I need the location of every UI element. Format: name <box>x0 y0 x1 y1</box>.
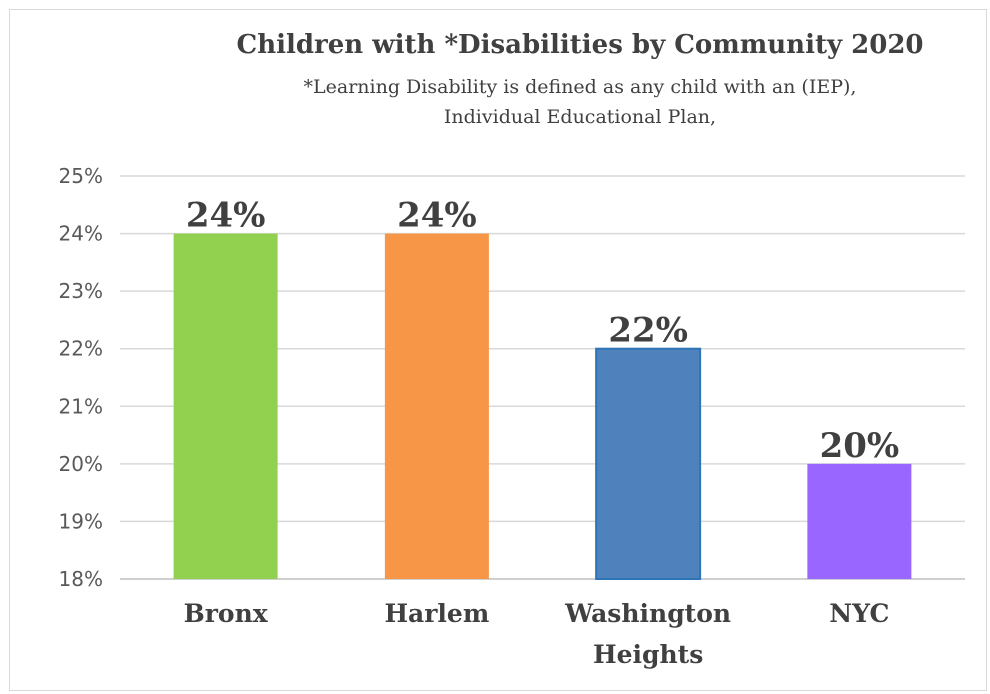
x-category-label: Harlem <box>384 599 489 628</box>
x-category-label: Heights <box>593 640 703 669</box>
y-tick-label: 21% <box>59 394 103 418</box>
chart-title: Children with *Disabilities by Community… <box>236 30 924 60</box>
chart-subtitle: *Learning Disability is defined as any c… <box>190 72 970 132</box>
y-tick-label: 19% <box>59 509 103 533</box>
y-tick-label: 20% <box>59 452 103 476</box>
x-category-label: NYC <box>829 599 889 628</box>
data-label: 24% <box>186 196 266 236</box>
subtitle-line-1: *Learning Disability is defined as any c… <box>303 76 857 98</box>
bar <box>807 463 912 579</box>
y-tick-label: 25% <box>59 164 103 188</box>
bar <box>595 347 702 581</box>
data-label: 24% <box>397 196 477 236</box>
bar <box>384 233 489 580</box>
y-tick-label: 18% <box>59 567 103 591</box>
y-tick-label: 24% <box>59 222 103 246</box>
data-label: 20% <box>820 426 900 466</box>
y-tick-label: 22% <box>59 337 103 361</box>
x-category-label: Washington <box>564 599 731 628</box>
x-category-label: Bronx <box>184 599 269 628</box>
subtitle-line-2: Individual Educational Plan, <box>443 106 717 128</box>
bar <box>173 233 278 580</box>
y-tick-label: 23% <box>59 279 103 303</box>
data-label: 22% <box>608 311 688 351</box>
